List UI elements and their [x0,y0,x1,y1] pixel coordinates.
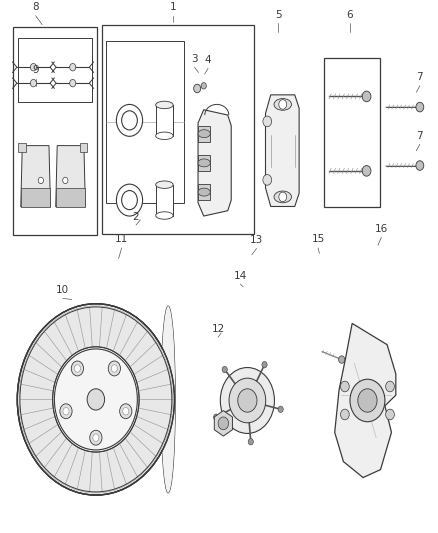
Polygon shape [198,110,231,216]
Circle shape [122,111,138,130]
Ellipse shape [161,306,175,492]
Ellipse shape [274,191,291,203]
Text: 5: 5 [275,10,282,20]
Ellipse shape [198,159,210,167]
Text: 10: 10 [56,285,69,295]
Circle shape [278,406,283,413]
Circle shape [19,306,173,493]
Ellipse shape [247,375,263,426]
Circle shape [87,389,105,410]
Text: 6: 6 [346,10,353,20]
Circle shape [214,414,219,421]
Polygon shape [265,95,299,206]
Bar [18,143,26,152]
Bar [13,27,97,235]
Circle shape [263,175,272,185]
Circle shape [108,361,120,376]
Text: 14: 14 [234,271,247,280]
Circle shape [229,378,266,423]
Text: 11: 11 [115,235,128,245]
Polygon shape [56,188,85,207]
Polygon shape [335,324,396,478]
Bar [106,41,184,203]
Circle shape [222,366,227,373]
Bar [324,58,380,207]
Circle shape [122,190,138,209]
Text: 16: 16 [375,224,388,234]
Text: 8: 8 [32,2,39,12]
Circle shape [117,104,143,136]
Circle shape [120,404,132,419]
Circle shape [218,417,229,430]
Ellipse shape [161,306,175,492]
Ellipse shape [155,101,173,109]
Circle shape [262,361,267,368]
Ellipse shape [155,212,173,219]
Circle shape [30,79,36,87]
Bar [102,25,254,233]
Circle shape [340,381,349,392]
Ellipse shape [155,132,173,140]
Text: 4: 4 [205,55,212,65]
Ellipse shape [198,130,210,138]
Circle shape [416,102,424,112]
Circle shape [201,83,206,89]
Polygon shape [56,146,85,207]
Ellipse shape [274,99,291,110]
Circle shape [90,430,102,445]
Circle shape [350,379,385,422]
Circle shape [71,361,84,376]
Ellipse shape [155,181,173,188]
Circle shape [54,349,138,450]
Circle shape [38,177,43,183]
Bar [198,184,210,200]
Circle shape [238,389,257,412]
Polygon shape [21,146,50,207]
Circle shape [263,116,272,127]
Circle shape [362,166,371,176]
Bar [18,38,92,102]
Circle shape [279,192,287,201]
Circle shape [30,63,36,71]
Bar [80,143,88,152]
Circle shape [385,409,394,420]
Text: 3: 3 [191,54,198,64]
Text: 9: 9 [32,66,39,75]
Circle shape [63,177,68,183]
Circle shape [117,184,143,216]
Polygon shape [21,188,50,207]
Circle shape [63,408,69,415]
Text: 15: 15 [311,235,325,245]
Circle shape [17,304,174,495]
Text: 2: 2 [133,212,139,222]
Bar [155,105,173,136]
Circle shape [385,381,394,392]
Circle shape [194,84,201,93]
Circle shape [248,439,254,445]
Circle shape [340,409,349,420]
Circle shape [93,434,99,441]
Circle shape [53,347,139,452]
Circle shape [358,389,377,412]
Circle shape [220,368,275,433]
Circle shape [279,100,287,109]
Circle shape [70,63,76,71]
Text: 13: 13 [250,235,263,245]
Text: 1: 1 [170,2,177,12]
Bar [155,184,173,215]
Ellipse shape [198,188,210,196]
Circle shape [362,91,371,102]
Bar [198,126,210,142]
Text: 7: 7 [417,131,423,141]
Bar [198,155,210,171]
Text: 12: 12 [212,324,225,334]
Circle shape [123,408,129,415]
Circle shape [339,356,345,364]
Circle shape [416,161,424,171]
Circle shape [70,79,76,87]
Text: 7: 7 [417,72,423,82]
Circle shape [74,365,81,372]
Circle shape [111,365,117,372]
Circle shape [60,404,72,419]
